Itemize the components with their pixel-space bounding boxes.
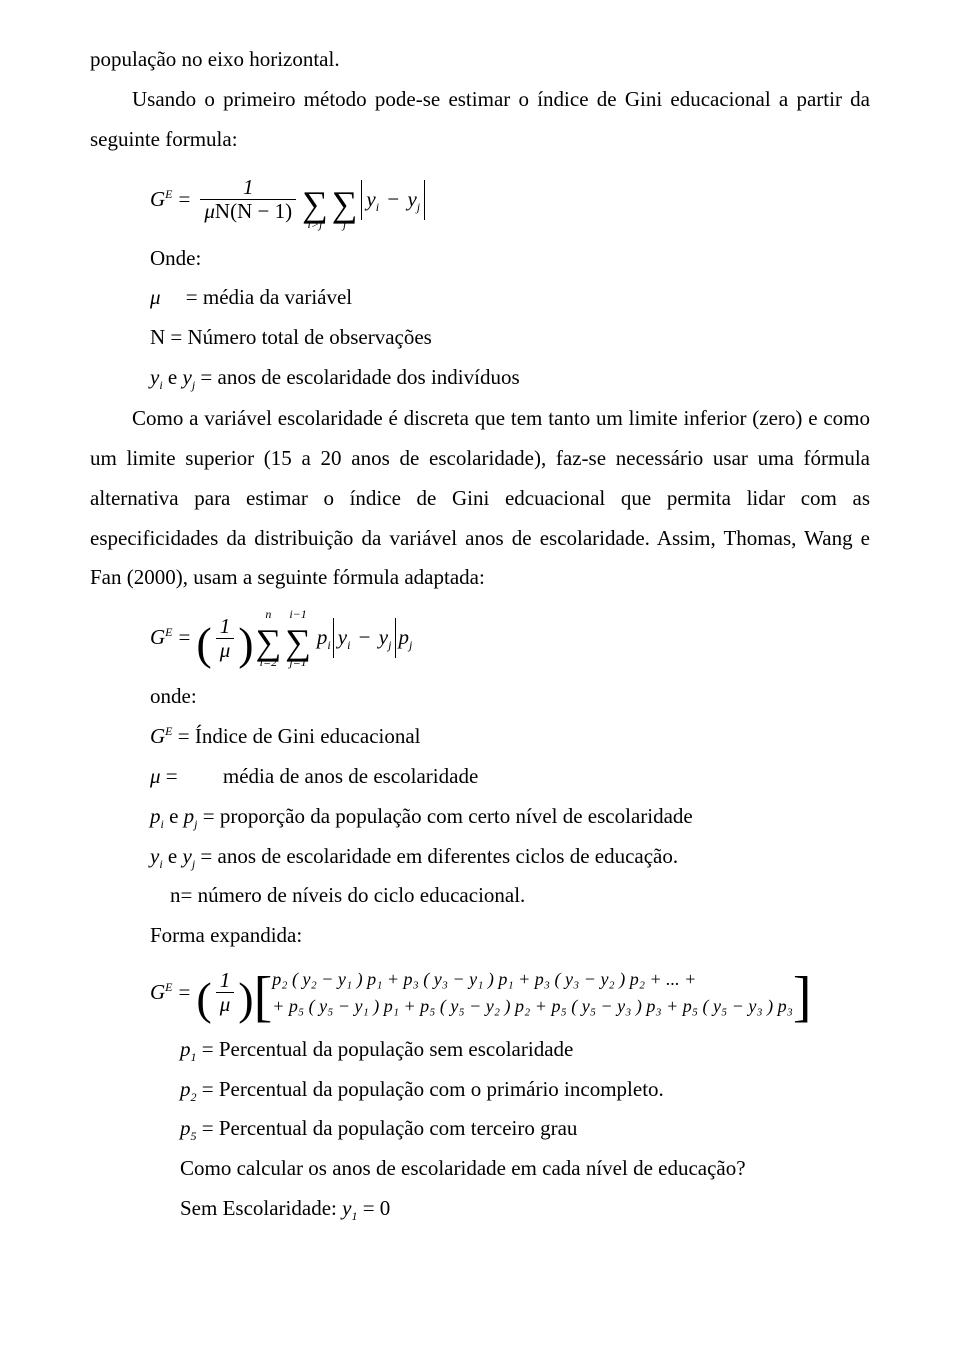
paragraph-limits: Como a variável escolaridade é discreta … [90, 399, 870, 598]
formula-expanded: GE = ( 1 μ ) [ p₂ ( y₂ − y₁ ) p₁ + p₃ ( … [150, 965, 870, 1021]
formula-gini-basic: GE = 1 μN(N − 1) ∑ i>j ∑ j yi − yj [150, 170, 870, 230]
def-p1: p1 = Percentual da população sem escolar… [180, 1031, 870, 1069]
label-onde2: onde: [150, 678, 870, 716]
def-yi-yj2: yi e yj = anos de escolaridade em difere… [150, 838, 870, 876]
f2-lhs: GE [150, 618, 173, 658]
paragraph-method: Usando o primeiro método pode-se estimar… [90, 80, 870, 160]
def-GE: GE = Índice de Gini educacional [150, 718, 870, 756]
def-mu: μ = média da variável [150, 279, 870, 317]
label-onde: Onde: [150, 240, 870, 278]
def-n: n= número de níveis do ciclo educacional… [170, 877, 870, 915]
def-p2: p2 = Percentual da população com o primá… [180, 1071, 870, 1109]
question: Como calcular os anos de escolaridade em… [180, 1150, 870, 1188]
paragraph-intro: população no eixo horizontal. [90, 40, 870, 80]
def-pi-pj: pi e pj = proporção da população com cer… [150, 798, 870, 836]
def-mu2: μ = média de anos de escolaridade [150, 758, 870, 796]
def-p5: p5 = Percentual da população com terceir… [180, 1110, 870, 1148]
def-N: N = Número total de observações [150, 319, 870, 357]
formula-gini-adapted: GE = ( 1 μ ) n ∑ i=2 i−1 ∑ j=1 pi yi − y… [150, 608, 870, 668]
sem-escolaridade: Sem Escolaridade: y1 = 0 [180, 1190, 870, 1228]
def-yi-yj: yi e yj = anos de escolaridade dos indiv… [150, 359, 870, 397]
f1-lhs: GE [150, 180, 173, 220]
label-forma: Forma expandida: [150, 917, 870, 955]
